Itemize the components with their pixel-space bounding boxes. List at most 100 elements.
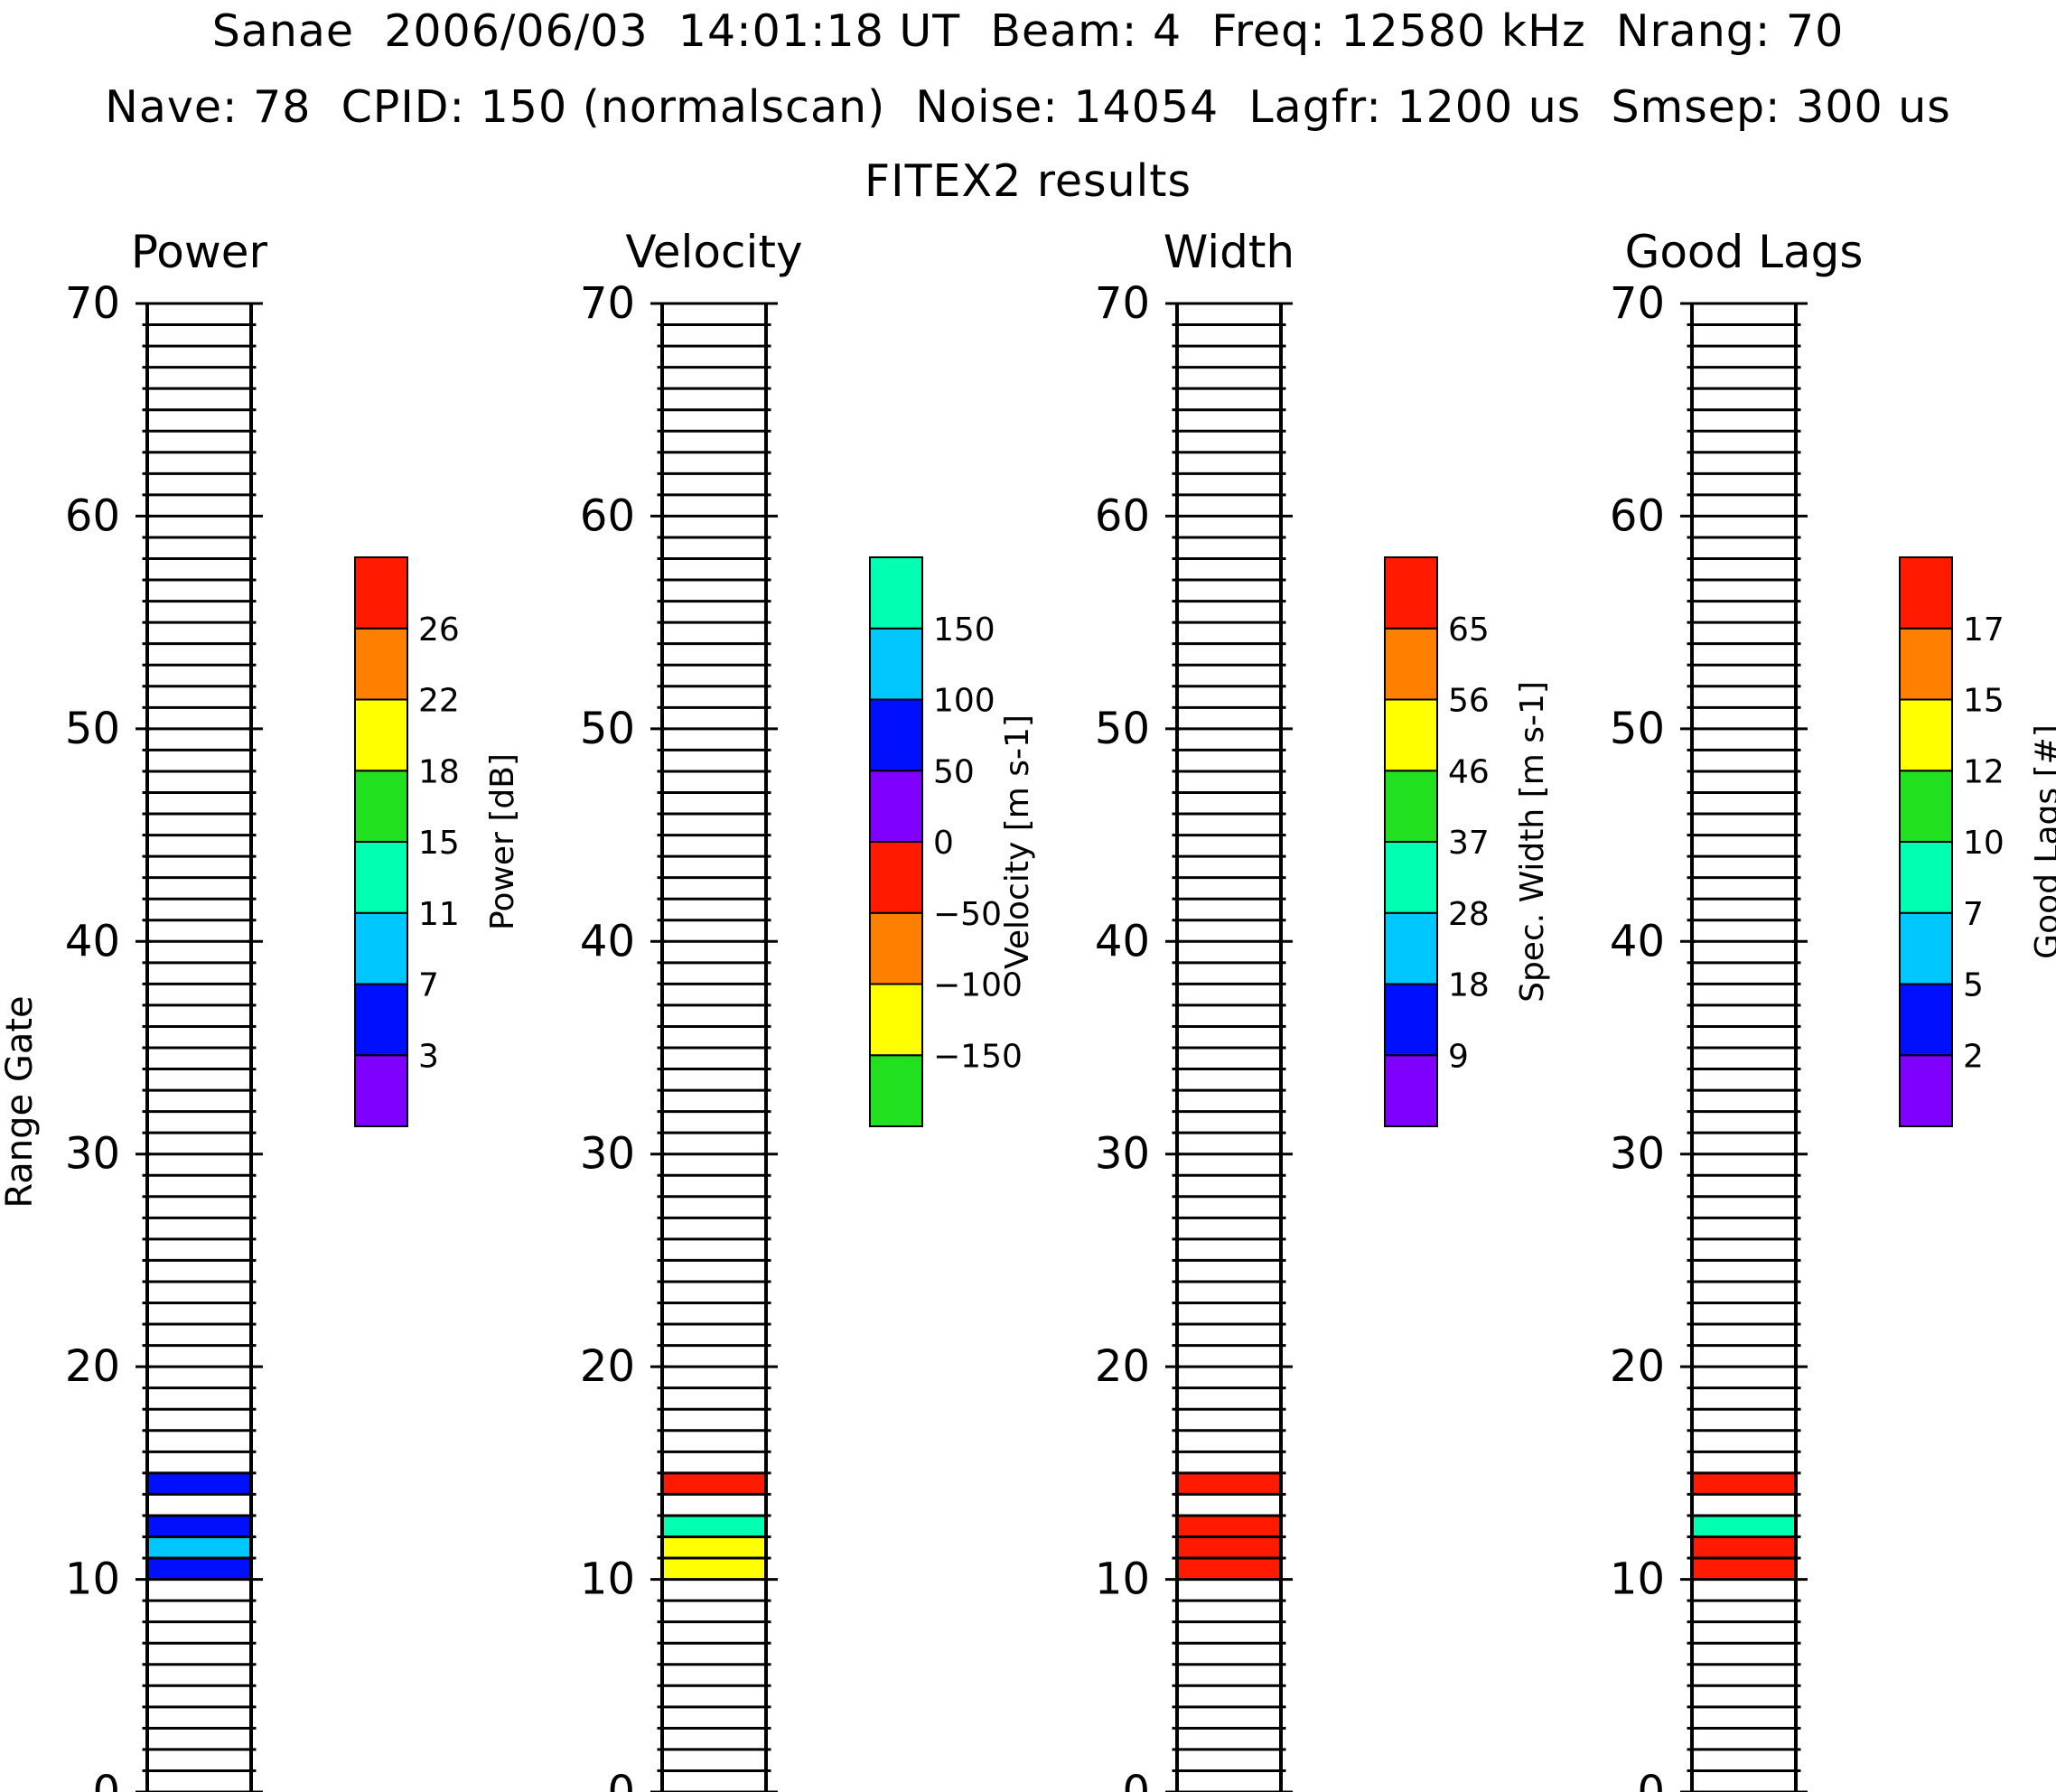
colorbar-swatch — [354, 841, 408, 914]
colorbar-swatch — [1899, 983, 1953, 1057]
colorbar-label: 22 — [418, 683, 460, 720]
colorbar-swatch — [1899, 627, 1953, 701]
y-tick-label: 10 — [1095, 1554, 1150, 1605]
panel-width: Width 0 10 20 30 40 50 60 70 9 18 28 37 46 56 65 Spec. W… — [1095, 226, 1551, 1792]
colorbar-label: 150 — [933, 611, 995, 649]
y-tick-label: 20 — [1610, 1341, 1665, 1392]
colorbar-swatch — [354, 983, 408, 1057]
y-tick-label: 20 — [65, 1341, 120, 1392]
y-tick-label: 40 — [1610, 916, 1665, 966]
colorbar-label: 2 — [1963, 1038, 1984, 1075]
colorbar-swatch — [354, 698, 408, 772]
panel-power: Power 0 10 20 30 40 50 60 70 3 7 11 15 18 22 26 Power [d… — [65, 226, 521, 1792]
colorbar-label: 37 — [1448, 825, 1490, 862]
y-tick-label: 30 — [65, 1129, 120, 1180]
y-tick-label: 0 — [92, 1767, 120, 1792]
header-station-line: Sanae 2006/06/03 14:01:18 UT Beam: 4 Fre… — [211, 5, 1845, 57]
colorbar-label: 18 — [1448, 967, 1490, 1004]
colorbar-swatch — [1384, 627, 1438, 701]
y-axis-label: Range Gate — [0, 995, 41, 1208]
gate-cell-11 — [662, 1536, 766, 1559]
colorbar-label: −150 — [933, 1038, 1023, 1075]
y-tick-label: 10 — [580, 1554, 635, 1605]
colorbar-label: 10 — [1963, 825, 2005, 862]
gate-cell-14 — [147, 1472, 251, 1495]
colorbar-swatch — [1384, 770, 1438, 843]
gate-cell-11 — [1692, 1536, 1796, 1559]
colorbar-swatch — [1899, 698, 1953, 772]
panel-title: Width — [1164, 226, 1294, 278]
gate-cell-14 — [1692, 1472, 1796, 1495]
colorbar-swatch — [1899, 911, 1953, 985]
plot-header: Sanae 2006/06/03 14:01:18 UT Beam: 4 Fre… — [0, 0, 2056, 217]
colorbar-swatch — [869, 911, 923, 985]
y-tick-label: 60 — [580, 490, 635, 541]
colorbar-swatch — [354, 770, 408, 843]
colorbar-swatch — [354, 556, 408, 630]
colorbar-label: 15 — [418, 825, 460, 862]
colorbar-label: 28 — [1448, 896, 1490, 933]
gate-cell-12 — [1692, 1515, 1796, 1537]
gate-cell-14 — [1177, 1472, 1281, 1495]
y-tick-label: 0 — [607, 1767, 635, 1792]
colorbar-swatch — [354, 1054, 408, 1127]
y-tick-label: 70 — [65, 278, 120, 329]
colorbar-swatch — [1899, 841, 1953, 914]
colorbar-swatch — [1384, 698, 1438, 772]
y-tick-label: 10 — [1610, 1554, 1665, 1605]
colorbar-swatch — [1899, 1054, 1953, 1127]
gate-cell-10 — [1692, 1558, 1796, 1580]
colorbar-label: 26 — [418, 611, 460, 649]
gate-cell-11 — [147, 1536, 251, 1559]
colorbar-swatch — [869, 556, 923, 630]
colorbar-label: 17 — [1963, 611, 2005, 649]
y-tick-label: 30 — [1095, 1129, 1150, 1180]
y-tick-label: 50 — [65, 704, 120, 754]
colorbar-label: 3 — [418, 1038, 439, 1075]
gate-cell-10 — [662, 1558, 766, 1580]
y-tick-label: 50 — [1610, 704, 1665, 754]
colorbar-title: Velocity [m s-1] — [999, 714, 1036, 969]
y-tick-label: 60 — [1095, 490, 1150, 541]
colorbar-swatch — [869, 841, 923, 914]
colorbar-swatch — [1899, 770, 1953, 843]
colorbar-label: 5 — [1963, 967, 1984, 1004]
y-tick-label: 40 — [580, 916, 635, 966]
y-tick-label: 40 — [65, 916, 120, 966]
colorbar-label: 9 — [1448, 1038, 1469, 1075]
gate-cell-12 — [1177, 1515, 1281, 1537]
gate-cell-10 — [147, 1558, 251, 1580]
colorbar-label: 56 — [1448, 683, 1490, 720]
colorbar-label: 100 — [933, 683, 995, 720]
panel-title: Good Lags — [1625, 226, 1864, 278]
colorbar-swatch — [1384, 841, 1438, 914]
y-tick-label: 70 — [1610, 278, 1665, 329]
colorbar-swatch — [354, 911, 408, 985]
panel-title: Velocity — [625, 226, 802, 278]
colorbar-label: 18 — [418, 753, 460, 790]
panel-title: Power — [131, 226, 268, 278]
panel-good-lags: Good Lags 0 10 20 30 40 50 60 70 2 5 7 10 12 15 17 Good … — [1610, 226, 2056, 1792]
y-tick-label: 40 — [1095, 916, 1150, 966]
colorbar-label: 50 — [933, 753, 975, 790]
y-tick-label: 10 — [65, 1554, 120, 1605]
y-tick-label: 70 — [580, 278, 635, 329]
colorbar-swatch — [354, 627, 408, 701]
colorbar-title: Good Lags [#] — [2029, 724, 2056, 959]
colorbar-label: 15 — [1963, 683, 2005, 720]
colorbar-swatch — [1384, 556, 1438, 630]
colorbar-label: −50 — [933, 896, 1002, 933]
colorbar-swatch — [1899, 556, 1953, 630]
y-tick-label: 20 — [1095, 1341, 1150, 1392]
header-results-line: FITEX2 results — [864, 155, 1192, 207]
colorbar-label: 11 — [418, 896, 460, 933]
colorbar-label: 46 — [1448, 753, 1490, 790]
gate-cell-14 — [662, 1472, 766, 1495]
y-tick-label: 30 — [580, 1129, 635, 1180]
header-params-line: Nave: 78 CPID: 150 (normalscan) Noise: 1… — [105, 81, 1951, 133]
y-tick-label: 60 — [1610, 490, 1665, 541]
y-tick-label: 0 — [1637, 1767, 1665, 1792]
colorbar-title: Spec. Width [m s-1] — [1514, 681, 1551, 1003]
colorbar-swatch — [1384, 983, 1438, 1057]
y-tick-label: 70 — [1095, 278, 1150, 329]
